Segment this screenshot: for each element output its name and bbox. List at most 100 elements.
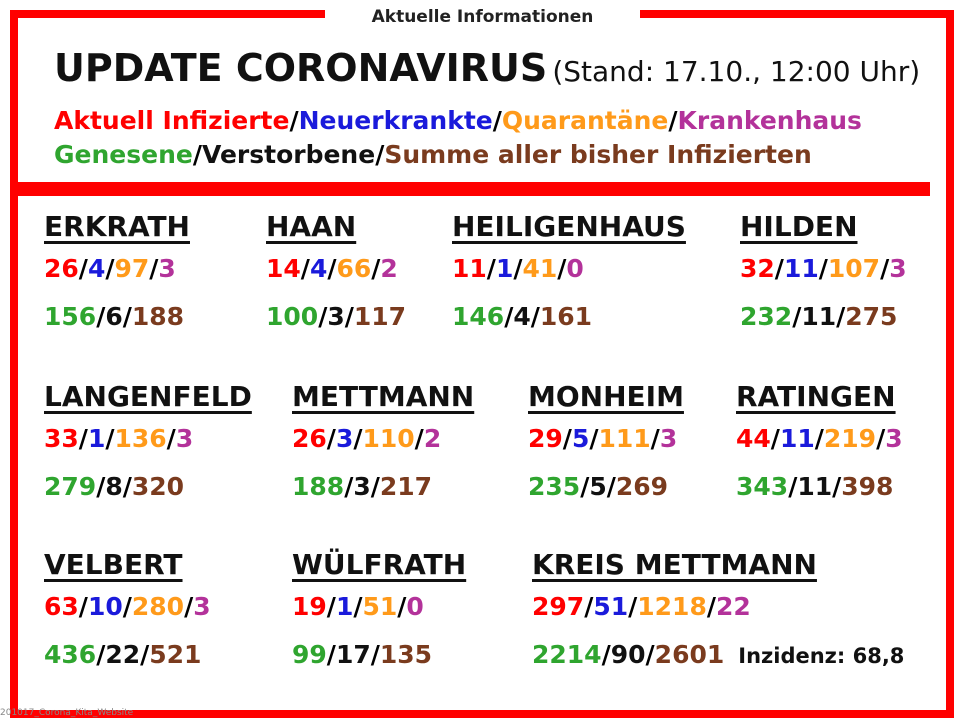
value-summe: 217 (379, 472, 433, 501)
city-row-current: 63/10/280/3 (44, 592, 211, 621)
value-verstorben: 6 (105, 302, 123, 331)
value-genesen: 232 (740, 302, 793, 331)
city-row-totals: 235/5/269 (528, 472, 669, 501)
footer-caption: 201017_Corona_Kita_Website (0, 708, 134, 718)
title-main: UPDATE CORONAVIRUS (54, 46, 548, 90)
legend-line-2: Genesene/Verstorbene/Summe aller bisher … (54, 140, 812, 169)
legend-slash: / (289, 106, 299, 135)
legend-krankenhaus: Krankenhaus (677, 106, 862, 135)
legend-neu: Neuerkrankte (298, 106, 493, 135)
city-row-current: 33/1/136/3 (44, 424, 194, 453)
value-krankenhaus: 3 (158, 254, 176, 283)
value-genesen: 188 (292, 472, 345, 501)
value-neu: 11 (779, 424, 815, 453)
value-genesen: 100 (266, 302, 319, 331)
value-krankenhaus: 0 (566, 254, 584, 283)
value-neu: 4 (87, 254, 106, 283)
city-name: MONHEIM (528, 380, 684, 413)
city-row-totals: 2214/90/2601 Inzidenz: 68,8 (532, 640, 905, 669)
value-neu: 5 (571, 424, 590, 453)
page-title: UPDATE CORONAVIRUS (Stand: 17.10., 12:00… (54, 46, 920, 90)
value-summe: 135 (379, 640, 433, 669)
value-krankenhaus: 3 (889, 254, 907, 283)
value-aktuell: 63 (44, 592, 79, 621)
value-verstorben: 3 (327, 302, 345, 331)
value-summe: 275 (845, 302, 898, 331)
value-verstorben: 17 (335, 640, 371, 669)
city-block-langenfeld: LANGENFELD 33/1/136/3 279/8/320 (44, 380, 252, 501)
city-block-haan: HAAN 14/4/66/2 100/3/117 (266, 210, 406, 331)
value-verstorben: 11 (797, 472, 833, 501)
city-block-mettmann: METTMANN 26/3/110/2 188/3/217 (292, 380, 474, 501)
value-krankenhaus: 3 (193, 592, 211, 621)
value-aktuell: 14 (266, 254, 301, 283)
value-neu: 4 (309, 254, 328, 283)
legend-quarantaene: Quarantäne (501, 106, 669, 135)
city-row-totals: 343/11/398 (736, 472, 894, 501)
city-name: HILDEN (740, 210, 858, 243)
city-name: RATINGEN (736, 380, 896, 413)
inzidenz-label: Inzidenz: 68,8 (738, 644, 905, 668)
city-row-totals: 232/11/275 (740, 302, 898, 331)
city-row-totals: 279/8/320 (44, 472, 185, 501)
value-summe: 398 (841, 472, 894, 501)
value-genesen: 235 (528, 472, 581, 501)
value-quarantaene: 110 (362, 424, 415, 453)
value-krankenhaus: 3 (175, 424, 194, 453)
value-genesen: 156 (44, 302, 97, 331)
city-block-ratingen: RATINGEN 44/11/219/3 343/11/398 (736, 380, 903, 501)
city-row-current: 29/5/111/3 (528, 424, 678, 453)
value-neu: 1 (335, 592, 354, 621)
city-row-current: 44/11/219/3 (736, 424, 903, 453)
city-row-current: 11/1/41/0 (452, 254, 584, 283)
value-verstorben: 90 (610, 640, 646, 669)
city-name: ERKRATH (44, 210, 190, 243)
value-krankenhaus: 3 (659, 424, 678, 453)
value-verstorben: 11 (801, 302, 837, 331)
value-genesen: 146 (452, 302, 505, 331)
city-row-totals: 156/6/188 (44, 302, 185, 331)
value-quarantaene: 41 (522, 254, 558, 283)
value-genesen: 343 (736, 472, 789, 501)
city-name: HEILIGENHAUS (452, 210, 686, 243)
value-krankenhaus: 22 (716, 592, 751, 621)
legend-slash: / (375, 140, 385, 169)
legend-verstorben: Verstorbene (201, 140, 376, 169)
value-quarantaene: 219 (823, 424, 877, 453)
legend-genesen: Genesene (54, 140, 193, 169)
value-neu: 3 (335, 424, 354, 453)
value-neu: 10 (87, 592, 123, 621)
city-name: HAAN (266, 210, 357, 243)
value-summe: 521 (149, 640, 202, 669)
value-verstorben: 22 (105, 640, 141, 669)
city-row-current: 26/3/110/2 (292, 424, 442, 453)
value-genesen: 279 (44, 472, 97, 501)
city-block-velbert: VELBERT 63/10/280/3 436/22/521 (44, 548, 211, 669)
city-row-current: 26/4/97/3 (44, 254, 176, 283)
value-aktuell: 26 (44, 254, 79, 283)
city-row-current: 32/11/107/3 (740, 254, 907, 283)
value-neu: 11 (783, 254, 819, 283)
value-aktuell: 19 (292, 592, 327, 621)
value-aktuell: 33 (44, 424, 79, 453)
value-summe: 117 (353, 302, 407, 331)
value-quarantaene: 136 (114, 424, 167, 453)
value-aktuell: 11 (452, 254, 487, 283)
value-summe: 2601 (654, 640, 725, 669)
value-aktuell: 26 (292, 424, 327, 453)
city-name: WÜLFRATH (292, 548, 467, 581)
city-row-totals: 146/4/161 (452, 302, 593, 331)
city-block-wuelfrath: WÜLFRATH 19/1/51/0 99/17/135 (292, 548, 467, 669)
city-row-current: 14/4/66/2 (266, 254, 398, 283)
value-verstorben: 4 (513, 302, 531, 331)
city-block-heiligenhaus: HEILIGENHAUS 11/1/41/0 146/4/161 (452, 210, 686, 331)
value-aktuell: 32 (740, 254, 775, 283)
value-quarantaene: 280 (131, 592, 185, 621)
legend-slash: / (192, 140, 202, 169)
value-quarantaene: 97 (114, 254, 150, 283)
legend-slash: / (668, 106, 678, 135)
value-verstorben: 5 (589, 472, 607, 501)
title-stand: (Stand: 17.10., 12:00 Uhr) (552, 55, 921, 88)
board-tab-label: Aktuelle Informationen (325, 2, 640, 32)
value-aktuell: 29 (528, 424, 563, 453)
